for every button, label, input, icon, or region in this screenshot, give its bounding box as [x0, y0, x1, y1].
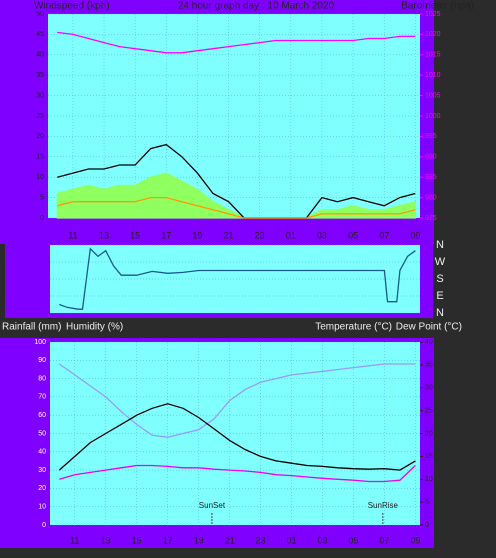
y-tick-label: 60: [38, 412, 46, 419]
y-tick-label: 35: [36, 72, 44, 79]
y-tick-label: 45: [36, 31, 44, 38]
y-tick-label: 20: [38, 485, 46, 492]
x-tick-label: 03: [317, 535, 327, 545]
line: [59, 247, 416, 310]
y-tick-label: N: [436, 239, 444, 251]
y2-tick-label: 35: [425, 362, 433, 369]
y2-axis-label: Barometer (hpa): [401, 1, 474, 12]
y-tick-label: S: [436, 273, 443, 285]
y2-tick-label: 5: [425, 499, 429, 506]
x-tick-label: 11: [68, 230, 77, 240]
x-tick-label: 01: [286, 230, 296, 240]
line: [59, 464, 416, 483]
y2-axis-label: Dew Point (°C): [396, 322, 462, 333]
y-tick-label: 15: [36, 154, 44, 161]
x-tick-label: 01: [286, 535, 296, 545]
y2-tick-label: 990: [425, 154, 437, 161]
y2-tick-label: 985: [425, 174, 437, 181]
x-tick-label: 17: [163, 535, 173, 545]
x-tick-label: 19: [194, 535, 204, 545]
y2-tick-label: 10: [425, 476, 433, 483]
annotation: SunRise: [368, 501, 399, 510]
y-tick-label: 20: [36, 133, 44, 140]
y2-tick-label: 1025: [425, 11, 441, 18]
y-tick-label: 100: [34, 339, 46, 346]
y-tick-label: 90: [38, 357, 46, 364]
y2-tick-label: 975: [425, 215, 437, 222]
x-tick-label: 05: [348, 230, 358, 240]
y-tick-label: 10: [38, 504, 46, 511]
y-tick-label: 5: [40, 194, 44, 201]
y-tick-label: W: [435, 256, 446, 268]
x-tick-label: 11: [70, 535, 79, 545]
x-tick-label: 17: [161, 230, 171, 240]
y2-tick-label: 1005: [425, 92, 441, 99]
y-tick-label: 0: [40, 215, 44, 222]
x-tick-label: 03: [317, 230, 327, 240]
y2-axis-label: Temperature (°C): [315, 322, 392, 333]
line: [57, 143, 416, 219]
rain-axis-label: Rainfall (mm): [2, 322, 61, 333]
x-tick-label: 21: [225, 535, 235, 545]
y2-tick-label: 25: [425, 407, 433, 414]
y2-tick-label: 995: [425, 133, 437, 140]
y2-tick-label: 0: [425, 522, 429, 529]
line: [57, 196, 416, 219]
y-tick-label: N: [436, 307, 444, 319]
y2-tick-label: 980: [425, 194, 437, 201]
y-tick-label: 50: [38, 430, 46, 437]
x-tick-label: 23: [256, 535, 266, 545]
x-tick-label: 23: [255, 230, 265, 240]
y-tick-label: 30: [36, 92, 44, 99]
x-tick-label: 19: [192, 230, 202, 240]
y2-tick-label: 20: [425, 430, 433, 437]
y-tick-label: E: [436, 290, 443, 302]
y-axis-label: Windspeed (kph): [34, 1, 110, 12]
chart-title: 24 hour graph day : 10 March 2020: [178, 1, 335, 12]
y2-tick-label: 40: [425, 339, 433, 346]
y-tick-label: 25: [36, 113, 44, 120]
x-tick-label: 13: [99, 230, 109, 240]
y-tick-label: 10: [36, 174, 44, 181]
y2-tick-label: 15: [425, 453, 433, 460]
plot-area: [50, 245, 420, 313]
x-tick-label: 09: [410, 230, 420, 240]
y-tick-label: 0: [42, 522, 46, 529]
y2-tick-label: 1000: [425, 113, 441, 120]
y2-tick-label: 1010: [425, 72, 441, 79]
line: [58, 403, 416, 471]
x-tick-label: 09: [410, 535, 420, 545]
y2-tick-label: 1020: [425, 31, 441, 38]
y-tick-label: 70: [38, 394, 46, 401]
y2-tick-label: 1015: [425, 52, 441, 59]
plot-area: [50, 342, 420, 525]
x-tick-label: 15: [130, 230, 140, 240]
line: [57, 31, 416, 54]
annotation: SunSet: [199, 501, 226, 510]
y-tick-label: 50: [36, 11, 44, 18]
x-tick-label: 13: [101, 535, 111, 545]
x-tick-label: 05: [348, 535, 358, 545]
x-tick-label: 07: [379, 535, 389, 545]
y-tick-label: 40: [38, 449, 46, 456]
y-tick-label: 30: [38, 467, 46, 474]
y2-tick-label: 30: [425, 385, 433, 392]
x-tick-label: 07: [379, 230, 389, 240]
y-tick-label: 40: [36, 52, 44, 59]
x-tick-label: 15: [132, 535, 142, 545]
x-tick-label: 21: [224, 230, 234, 240]
line: [58, 363, 416, 438]
y-tick-label: 80: [38, 375, 46, 382]
y-axis-label: Humidity (%): [66, 322, 123, 333]
